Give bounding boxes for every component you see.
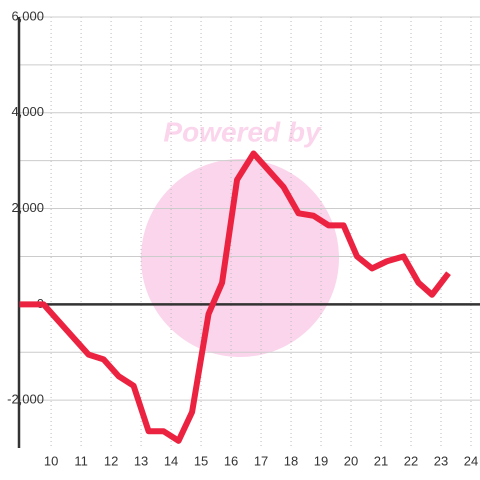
x-tick-label: 20 — [344, 453, 358, 468]
y-tick-label: 4,000 — [11, 104, 44, 119]
x-tick-label: 22 — [404, 453, 418, 468]
x-tick-label: 14 — [164, 453, 178, 468]
x-tick-label: 10 — [44, 453, 58, 468]
x-tick-label: 23 — [434, 453, 448, 468]
x-tick-label: 19 — [314, 453, 328, 468]
x-tick-label: 21 — [374, 453, 388, 468]
x-tick-label: 24 — [464, 453, 478, 468]
x-tick-label: 17 — [254, 453, 268, 468]
x-tick-label: 11 — [74, 453, 88, 468]
x-tick-label: 15 — [194, 453, 208, 468]
x-tick-label: 18 — [284, 453, 298, 468]
x-tick-label: 16 — [224, 453, 238, 468]
x-tick-label: 13 — [134, 453, 148, 468]
y-tick-label: 2,000 — [11, 200, 44, 215]
watermark: Powered by — [163, 116, 322, 147]
y-tick-label: -2,000 — [7, 392, 44, 407]
line — [19, 150, 451, 444]
x-tick-label: 12 — [104, 453, 118, 468]
y-tick-label: 6,000 — [11, 8, 44, 23]
